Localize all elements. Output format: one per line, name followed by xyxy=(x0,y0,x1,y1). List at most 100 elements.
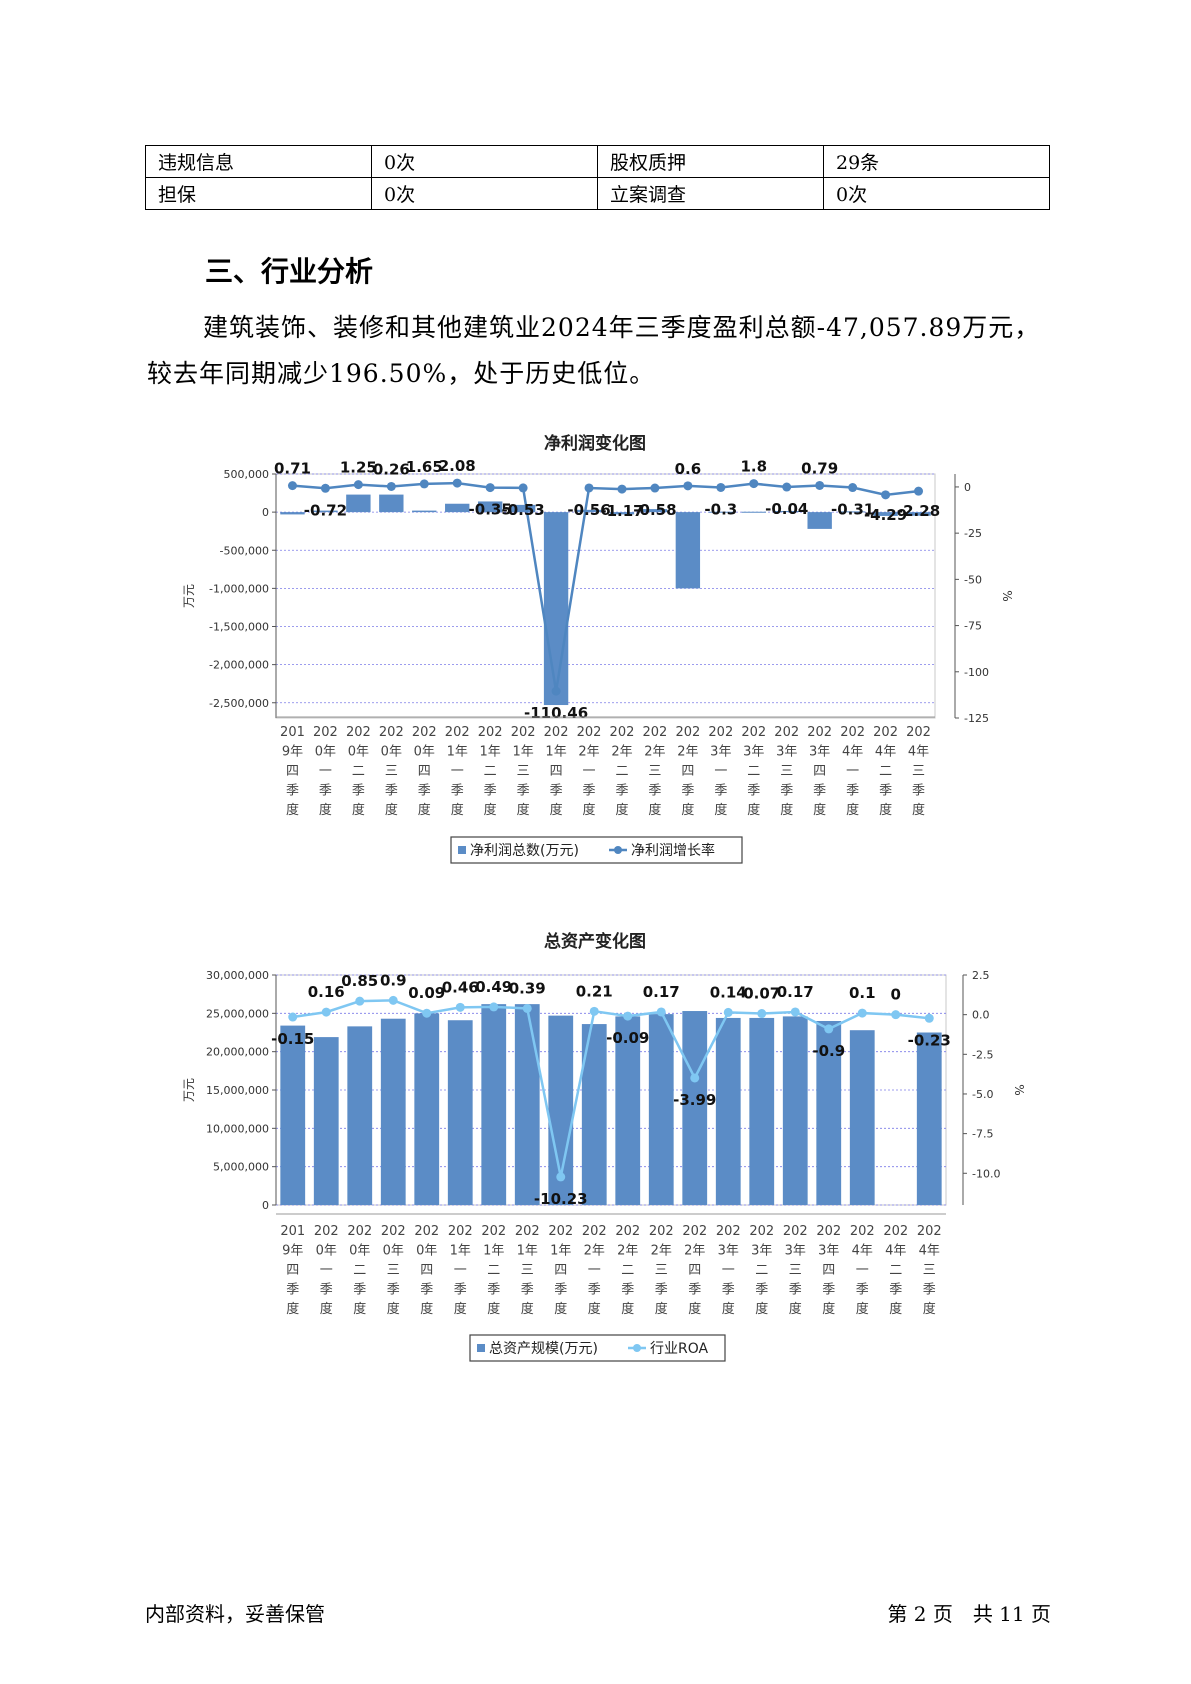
line-point xyxy=(386,481,396,491)
bar xyxy=(510,504,536,513)
x-tick-label: 202 3年二季度 xyxy=(741,725,766,818)
table-cell: 担保 xyxy=(145,177,372,210)
bar xyxy=(313,510,338,513)
data-label: 0.1 xyxy=(849,984,876,1002)
bar xyxy=(615,1016,641,1205)
data-label: -0.23 xyxy=(908,1031,951,1049)
data-label: 1.25 xyxy=(340,459,377,477)
data-label: 0.85 xyxy=(341,972,378,990)
bar xyxy=(675,512,701,589)
data-label: -10.23 xyxy=(534,1190,588,1208)
line-point xyxy=(288,1012,298,1022)
table-cell: 0次 xyxy=(371,145,598,178)
line-point xyxy=(749,479,759,489)
line-point xyxy=(857,1008,867,1018)
legend-box xyxy=(469,1334,726,1362)
x-tick-label: 202 0年三季度 xyxy=(381,1224,406,1317)
line-point xyxy=(650,483,660,493)
bar xyxy=(313,1037,339,1205)
bar xyxy=(715,1017,741,1205)
y-tick-label: 500,000 xyxy=(224,468,270,481)
chart-title: 净利润变化图 xyxy=(544,433,646,454)
line-point xyxy=(690,1073,700,1083)
data-label: -2.28 xyxy=(897,502,940,520)
y-tick-label: 5,000,000 xyxy=(213,1161,269,1174)
x-tick-label: 202 1年一季度 xyxy=(445,725,470,818)
bar xyxy=(347,1026,373,1205)
y-axis-label: 万元 xyxy=(182,584,196,608)
y-tick-label: 15,000,000 xyxy=(206,1084,269,1097)
bar xyxy=(445,503,470,513)
data-label: -4.29 xyxy=(864,506,907,524)
data-label: -0.04 xyxy=(765,500,808,518)
line-point xyxy=(353,480,363,490)
x-tick-label: 202 0年二季度 xyxy=(347,1224,372,1317)
y2-tick-label: -10.0 xyxy=(972,1167,1000,1180)
bar xyxy=(543,512,569,706)
summary-paragraph: 建筑装饰、装修和其他建筑业2024年三季度盈利总额-47,057.89万元，较去… xyxy=(147,313,1041,388)
data-label: 0.21 xyxy=(576,982,613,1000)
data-label: -0.53 xyxy=(502,501,545,519)
table-row: 担保 0次 立案调查 0次 xyxy=(145,177,1050,210)
bar xyxy=(481,1004,507,1205)
line-point xyxy=(589,1006,599,1016)
x-tick-label: 202 2年三季度 xyxy=(649,1224,674,1317)
line-point xyxy=(388,995,398,1005)
data-label: -0.09 xyxy=(606,1029,649,1047)
line-point xyxy=(623,1011,633,1021)
x-tick-label: 202 3年三季度 xyxy=(774,725,799,818)
legend-line-marker xyxy=(614,846,622,854)
line-point xyxy=(848,483,858,493)
table-cell: 29条 xyxy=(823,145,1050,178)
x-tick-label: 202 1年二季度 xyxy=(481,1224,506,1317)
data-label: 2.08 xyxy=(439,457,476,475)
legend-item: 总资产规模(万元) xyxy=(489,1341,598,1357)
y2-tick-label: -5.0 xyxy=(972,1088,993,1101)
x-tick-label: 202 2年一季度 xyxy=(577,725,602,818)
data-label: 1.65 xyxy=(406,458,443,476)
data-label: 0.09 xyxy=(408,984,445,1002)
line-point xyxy=(287,481,297,491)
footer-confidential: 内部资料，妥善保管 xyxy=(145,1602,325,1626)
y2-tick-label: -25 xyxy=(964,527,982,540)
line-point xyxy=(716,482,726,492)
data-label: 0.16 xyxy=(308,983,345,1001)
x-tick-label: 202 1年一季度 xyxy=(448,1224,473,1317)
chart-legend: 净利润总数(万元) 净利润增长率 xyxy=(450,836,743,864)
data-label: 0.49 xyxy=(475,978,512,996)
x-tick-label: 201 9年四季度 xyxy=(280,1224,305,1317)
data-label: 1.8 xyxy=(740,458,767,476)
bar xyxy=(774,510,799,513)
data-label: 0.17 xyxy=(777,983,814,1001)
legend-box xyxy=(450,836,743,864)
x-tick-label: 202 3年三季度 xyxy=(783,1224,808,1317)
table-cell: 违规信息 xyxy=(145,145,372,178)
y-tick-label: -1,000,000 xyxy=(209,582,269,595)
line-point xyxy=(757,1009,767,1019)
line-point xyxy=(656,1007,666,1017)
bar xyxy=(280,1025,306,1205)
data-label: 0.07 xyxy=(743,985,780,1003)
bar xyxy=(280,512,305,515)
line-point xyxy=(321,1007,331,1017)
data-label: -0.58 xyxy=(633,501,676,519)
line-point xyxy=(489,1002,499,1012)
data-label: 0.14 xyxy=(710,983,747,1001)
y-tick-label: -500,000 xyxy=(220,544,269,557)
data-label: 0.39 xyxy=(509,979,546,997)
y-tick-label: 20,000,000 xyxy=(206,1046,269,1059)
data-label: -0.72 xyxy=(304,501,347,519)
data-label: -0.15 xyxy=(271,1030,314,1048)
table-row: 违规信息 0次 股权质押 29条 xyxy=(145,145,1050,178)
data-label: -1.17 xyxy=(600,502,643,520)
data-label: 0.71 xyxy=(274,460,311,478)
line-point xyxy=(914,486,924,496)
x-tick-label: 202 1年四季度 xyxy=(548,1224,573,1317)
bar xyxy=(412,510,437,513)
line-point xyxy=(551,686,561,696)
line-point xyxy=(320,483,330,493)
line-point xyxy=(485,483,495,493)
data-label: -0.35 xyxy=(469,501,512,519)
x-tick-label: 201 9年四季度 xyxy=(280,725,305,818)
x-tick-label: 202 3年四季度 xyxy=(816,1224,841,1317)
